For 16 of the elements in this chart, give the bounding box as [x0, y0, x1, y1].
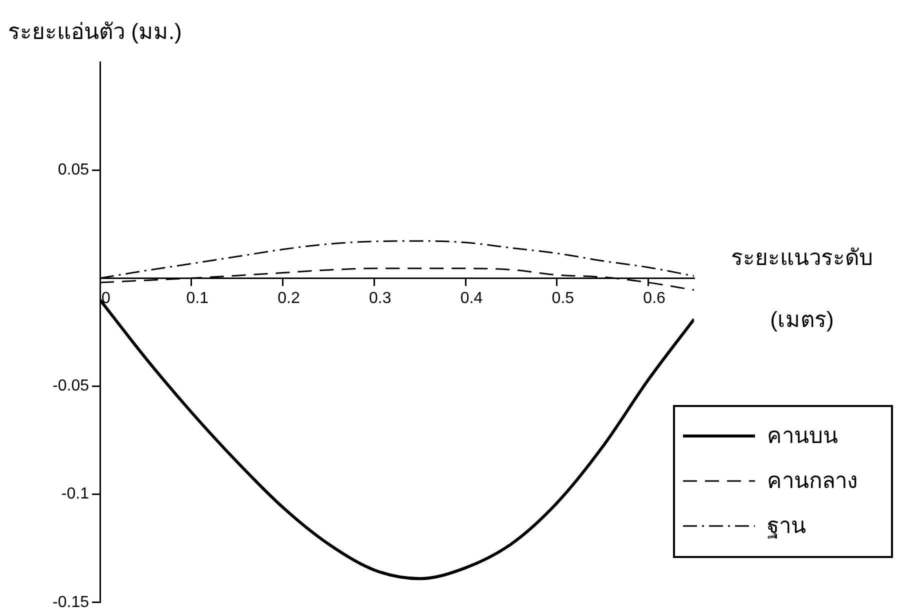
x-tick-label: 0.4 [460, 290, 483, 308]
legend-label: ฐาน [767, 512, 806, 540]
x-tick-label: 0.5 [552, 290, 574, 308]
y-axis-title: ระยะแอ่นตัว (มม.) [8, 18, 182, 46]
legend-label: คานกลาง [767, 467, 858, 495]
y-tick-label: -0.05 [52, 378, 90, 395]
text: ระยะแนวระดับ (เมตร) [731, 245, 873, 332]
x-tick-label: 0.6 [643, 290, 666, 308]
x-tick-label: 0.2 [278, 290, 300, 308]
legend-label: คานบน [767, 422, 838, 450]
x-tick-label: 0.1 [186, 290, 209, 308]
y-tick-label: -0.15 [52, 594, 90, 611]
y-tick-label: -0.1 [61, 486, 90, 503]
x-tick-label: 0.3 [369, 290, 392, 308]
x-tick-label: 0 [102, 290, 111, 308]
y-tick-label: 0.05 [58, 161, 90, 178]
